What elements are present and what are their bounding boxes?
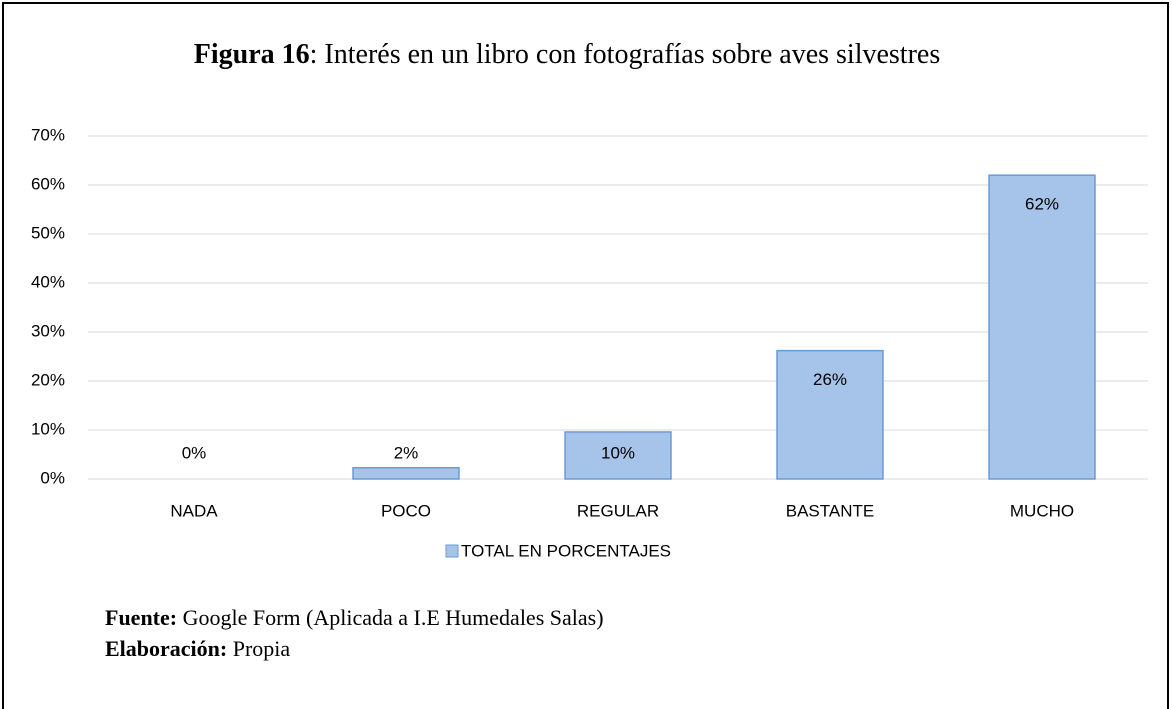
data-label: 26% — [813, 370, 847, 389]
title-text: : Interés en un libro con fotografías so… — [310, 39, 941, 70]
y-tick-label: 10% — [31, 419, 65, 438]
legend-swatch — [445, 544, 459, 558]
data-label: 2% — [394, 443, 419, 462]
bar — [564, 431, 672, 480]
note-label: Elaboración: — [105, 636, 227, 661]
y-tick-label: 0% — [40, 468, 65, 487]
y-tick-label: 20% — [31, 370, 65, 389]
y-tick-label: 60% — [31, 174, 65, 193]
y-tick-label: 30% — [31, 321, 65, 340]
x-tick-label: MUCHO — [1010, 501, 1074, 520]
x-tick-label: BASTANTE — [786, 501, 874, 520]
y-tick-label: 40% — [31, 272, 65, 291]
data-label: 62% — [1025, 195, 1059, 214]
y-tick-label: 50% — [31, 223, 65, 242]
note-text: Google Form (Aplicada a I.E Humedales Sa… — [177, 605, 603, 630]
bar — [776, 349, 884, 480]
note: Elaboración: Propia — [105, 636, 290, 661]
chart-title: Figura 16: Interés en un libro con fotog… — [194, 39, 940, 70]
note-text: Propia — [227, 636, 290, 661]
y-tick-label: 70% — [31, 125, 65, 144]
data-label: 10% — [601, 443, 635, 462]
legend-label: TOTAL EN PORCENTAJES — [461, 541, 671, 560]
data-label: 0% — [182, 443, 207, 462]
x-tick-label: REGULAR — [577, 501, 659, 520]
x-tick-label: NADA — [170, 501, 218, 520]
x-tick-label: POCO — [381, 501, 431, 520]
title-label: Figura 16 — [194, 39, 310, 70]
note: Fuente: Google Form (Aplicada a I.E Hume… — [105, 605, 604, 630]
bar — [988, 174, 1096, 480]
bar — [352, 466, 460, 480]
note-label: Fuente: — [105, 605, 177, 630]
